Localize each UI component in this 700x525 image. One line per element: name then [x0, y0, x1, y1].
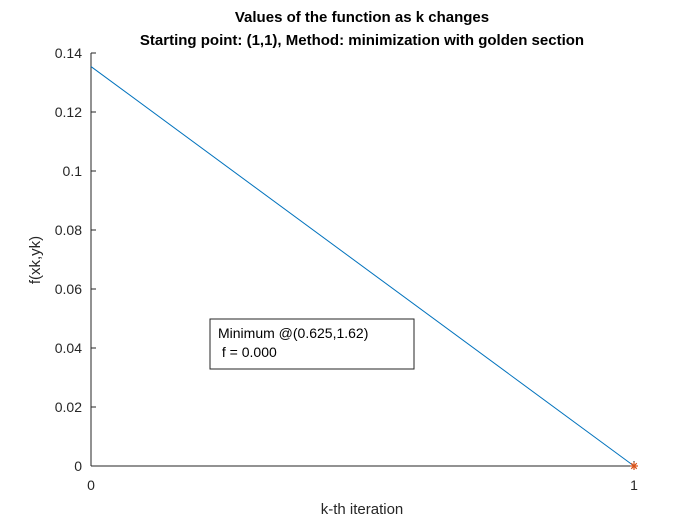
minimum-marker — [630, 462, 638, 470]
x-axis-label: k-th iteration — [321, 501, 404, 518]
y-tick-label: 0.1 — [63, 163, 83, 179]
chart-title: Values of the function as k changes — [235, 9, 489, 26]
chart-subtitle: Starting point: (1,1), Method: minimizat… — [140, 32, 584, 49]
y-tick-label: 0.02 — [55, 399, 82, 415]
y-tick-label: 0 — [74, 458, 82, 474]
y-tick-label: 0.06 — [55, 281, 82, 297]
y-axis-label: f(xk,yk) — [27, 236, 44, 284]
plot-area: 0 0.02 0.04 0.06 0.08 0.1 0.12 0.14 0 1 Minimum @(… — [55, 45, 638, 493]
y-tick-label: 0.14 — [55, 45, 82, 61]
y-tick-label: 0.08 — [55, 222, 82, 238]
y-tick-label: 0.12 — [55, 104, 82, 120]
annotation-box — [209, 318, 415, 370]
y-tick-label: 0.04 — [55, 340, 82, 356]
annotation-line-2: f = 0.000 — [218, 344, 277, 360]
x-tick-label: 0 — [87, 477, 95, 493]
series-line — [90, 66, 635, 467]
annotation-line-1: Minimum @(0.625,1.62) — [218, 325, 368, 341]
x-tick-label: 1 — [630, 477, 638, 493]
